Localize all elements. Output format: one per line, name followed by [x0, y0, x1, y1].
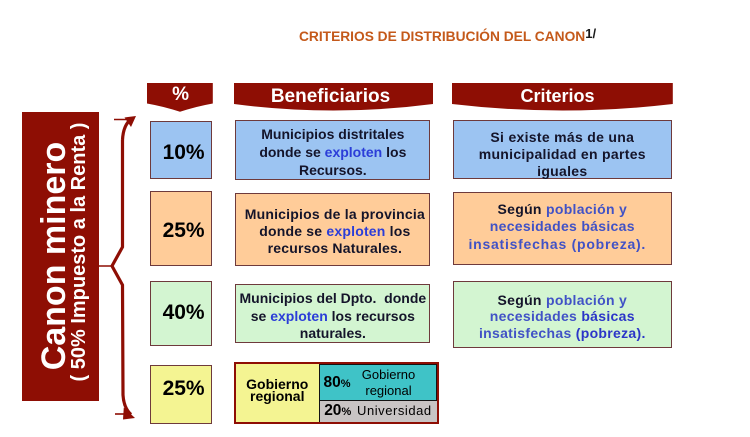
svg-text:Criterios: Criterios: [520, 86, 594, 106]
svg-text:%: %: [173, 84, 190, 105]
svg-text:Beneficiarios: Beneficiarios: [270, 86, 389, 107]
